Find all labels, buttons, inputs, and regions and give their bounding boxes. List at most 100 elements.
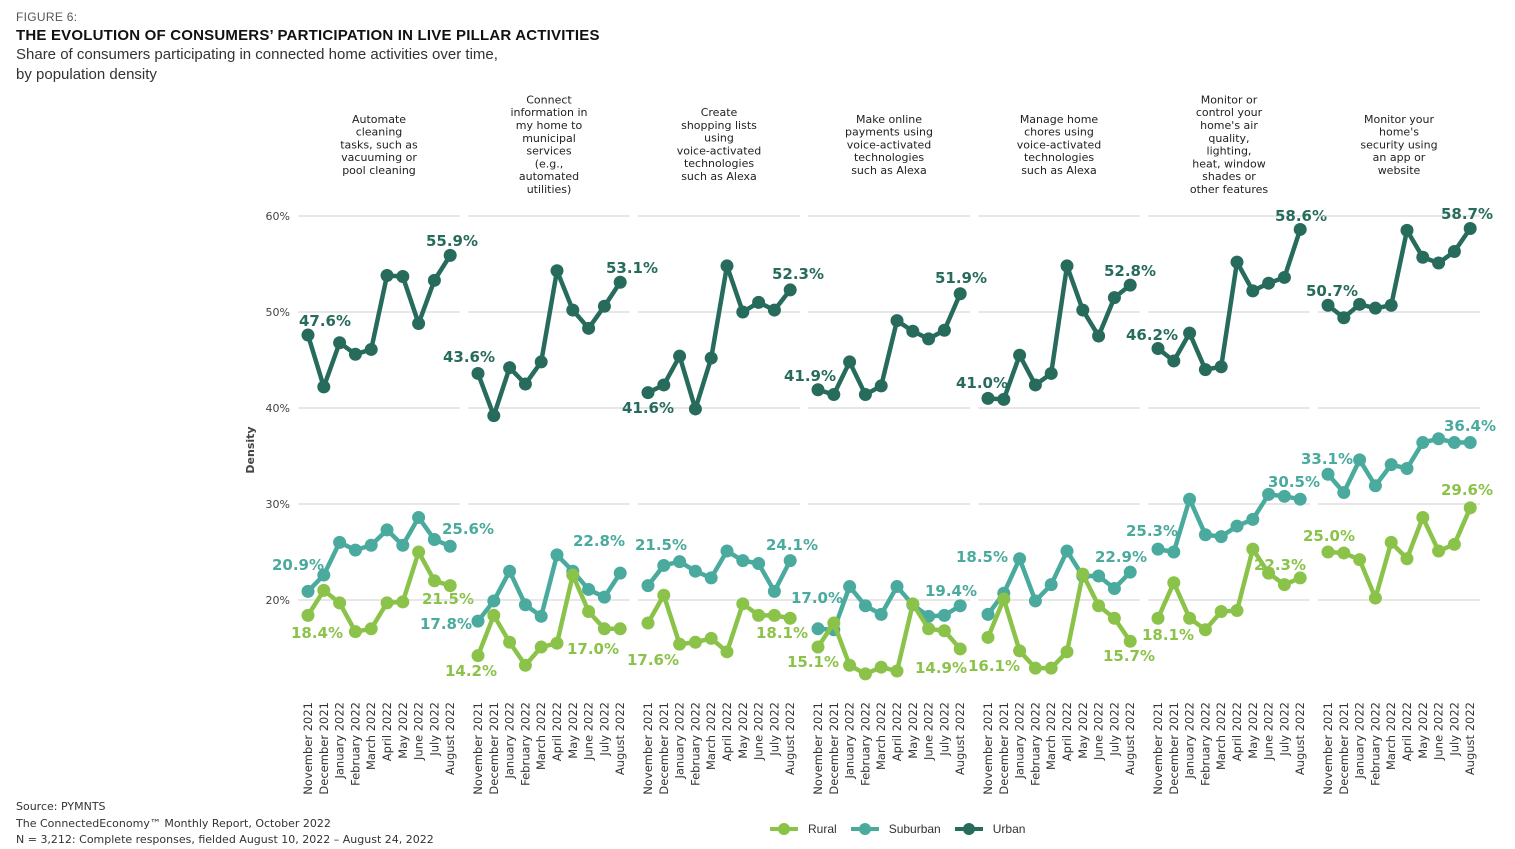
panel-2-title-line: utilities) xyxy=(527,183,572,196)
panel-5-rural-point xyxy=(1013,644,1027,658)
panel-6-rural-point xyxy=(1262,566,1276,580)
panel-1-suburban-line xyxy=(306,515,452,593)
panel-5-x-tick-label: May 2022 xyxy=(1076,702,1090,759)
panel-4-x-tick-label: April 2022 xyxy=(890,702,904,761)
panel-2-suburban-point xyxy=(550,548,564,562)
panel-1-rural-point xyxy=(443,579,457,593)
panel-1-x-tick-label: May 2022 xyxy=(396,702,410,759)
panel-3-suburban-line xyxy=(646,548,793,594)
panel-1-urban-point xyxy=(348,347,362,361)
panel-7-rural-last-label: 29.6% xyxy=(1441,481,1493,499)
panel-6-urban-point xyxy=(1262,276,1276,290)
panel-5-urban-point xyxy=(1123,278,1137,292)
panel-1-rural-last-label: 21.5% xyxy=(422,590,474,608)
panel-7-suburban-point xyxy=(1447,436,1461,450)
panel-4-rural-point xyxy=(937,624,951,638)
panel-4-suburban-point xyxy=(811,622,825,636)
y-tick-label: 40% xyxy=(266,402,290,415)
panel-4-urban-point xyxy=(843,355,857,369)
panel-7-x-tick-label: June 2022 xyxy=(1432,702,1446,761)
panel-6-urban-point xyxy=(1198,363,1212,377)
figure-label: FIGURE 6: xyxy=(16,10,78,24)
panel-3-suburban-point xyxy=(704,571,718,585)
panel-5-suburban-point xyxy=(981,607,995,621)
panel-2-title-line: municipal xyxy=(522,132,576,145)
panel-2-rural-last-label: 17.0% xyxy=(567,640,619,658)
panel-7-urban-last-label: 58.7% xyxy=(1441,205,1493,223)
panel-1-suburban-point xyxy=(412,510,426,524)
panel-5-urban-point xyxy=(1107,291,1121,305)
panel-2-urban-point xyxy=(487,409,501,423)
panel-5-suburban-point xyxy=(1060,544,1074,558)
panel-3-x-tick-label: June 2022 xyxy=(752,702,766,761)
panel-2-x-tick-label: December 2021 xyxy=(487,702,501,795)
panel-3-urban-point xyxy=(641,386,655,400)
panel-3-title-line: Create xyxy=(701,106,738,119)
panel-3-urban-point xyxy=(657,378,671,392)
subtitle-line-2: by population density xyxy=(16,66,157,83)
panel-2-suburban-point xyxy=(597,590,611,604)
panel-6-suburban-point xyxy=(1230,519,1244,533)
panel-4-x-tick-label: March 2022 xyxy=(874,702,888,770)
panel-4-title-line: payments using xyxy=(845,126,933,139)
panel-4-urban-line xyxy=(817,292,963,397)
panel-6-title-line: Monitor or xyxy=(1201,93,1258,106)
panel-7-rural-point xyxy=(1463,501,1477,515)
panel-1-rural-first-label: 18.4% xyxy=(291,624,343,642)
panel-4-urban-last-label: 51.9% xyxy=(935,269,987,287)
y-axis-label: Density xyxy=(244,426,257,473)
panel-7-title-line: an app or xyxy=(1373,151,1426,164)
panel-3-title-line: technologies xyxy=(684,157,754,170)
panel-2-suburban-point xyxy=(534,609,548,623)
panel-5-urban-first-label: 41.0% xyxy=(956,374,1008,392)
panel-6-title-line: heat, window xyxy=(1192,157,1266,170)
panel-4-title-line: Make online xyxy=(856,113,922,126)
panel-5-rural-last-label: 15.7% xyxy=(1103,647,1155,665)
panel-7-suburban-point xyxy=(1353,453,1367,467)
panel-5-suburban-last-label: 22.9% xyxy=(1095,548,1147,566)
panel-5-urban-point xyxy=(981,391,995,405)
source-note: Source: PYMNTS xyxy=(16,800,106,813)
panel-1-urban-point xyxy=(301,328,315,342)
panel-5-rural-point xyxy=(1060,645,1074,659)
panel-5-rural-point xyxy=(1076,567,1090,581)
panel-6-urban-line xyxy=(1156,228,1303,372)
panel-4-x-tick-label: May 2022 xyxy=(906,702,920,759)
panel-3-urban-point xyxy=(752,295,766,309)
panel-3-x-tick-label: February 2022 xyxy=(688,702,702,786)
panel-6-title-line: other features xyxy=(1190,183,1269,196)
panel-2-urban-line xyxy=(475,268,623,418)
panel-7-suburban-point xyxy=(1416,436,1430,450)
panel-1-rural-line xyxy=(306,549,451,634)
panel-6-suburban-point xyxy=(1198,528,1212,542)
panel-5-suburban-first-label: 18.5% xyxy=(956,548,1008,566)
panel-5-suburban-line xyxy=(986,548,1132,616)
panel-2-urban-first-label: 43.6% xyxy=(443,348,495,366)
chart-legend: Rural Suburban Urban xyxy=(770,822,1025,836)
panel-4-urban-point xyxy=(953,287,967,301)
panel-6-urban-point xyxy=(1214,360,1228,374)
panel-7-x-tick-label: March 2022 xyxy=(1384,702,1398,770)
panel-6-suburban-first-label: 25.3% xyxy=(1126,522,1178,540)
panel-5-x-tick-label: February 2022 xyxy=(1028,702,1042,786)
panel-6-suburban-point xyxy=(1262,487,1276,501)
panel-6-urban-point xyxy=(1230,255,1244,269)
panel-3-suburban-point xyxy=(641,579,655,593)
panel-5-rural-point xyxy=(1107,611,1121,625)
panel-7-urban-point xyxy=(1416,250,1430,264)
panel-5-title-line: chores using xyxy=(1024,126,1094,139)
panel-1-title-line: tasks, such as xyxy=(340,138,418,151)
panel-5-urban-point xyxy=(1044,366,1058,380)
panel-1-title-line: vacuuming or xyxy=(341,151,417,164)
panel-5-suburban-point xyxy=(1123,565,1137,579)
panel-6-x-tick-label: January 2022 xyxy=(1183,702,1197,780)
legend-item-urban: Urban xyxy=(954,822,1025,836)
report-note: The ConnectedEconomy™ Monthly Report, Oc… xyxy=(16,817,331,830)
panel-2-title-line: Connect xyxy=(526,93,572,106)
panel-3-rural-first-label: 17.6% xyxy=(627,651,679,669)
panel-7-title-line: security using xyxy=(1360,138,1437,151)
panel-1-suburban-point xyxy=(380,523,394,537)
panel-6-suburban-last-label: 30.5% xyxy=(1268,473,1320,491)
panel-3-rural-point xyxy=(704,631,718,645)
